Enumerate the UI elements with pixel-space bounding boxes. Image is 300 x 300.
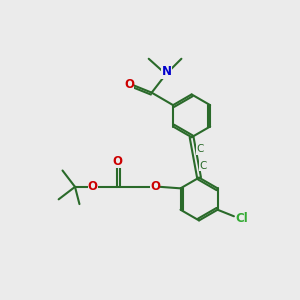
Text: O: O	[88, 180, 98, 193]
Text: O: O	[150, 180, 160, 193]
Text: O: O	[113, 155, 123, 168]
Text: C: C	[197, 144, 204, 154]
Text: N: N	[161, 65, 172, 78]
Text: C: C	[200, 160, 207, 170]
Text: Cl: Cl	[235, 212, 248, 225]
Text: O: O	[124, 77, 134, 91]
